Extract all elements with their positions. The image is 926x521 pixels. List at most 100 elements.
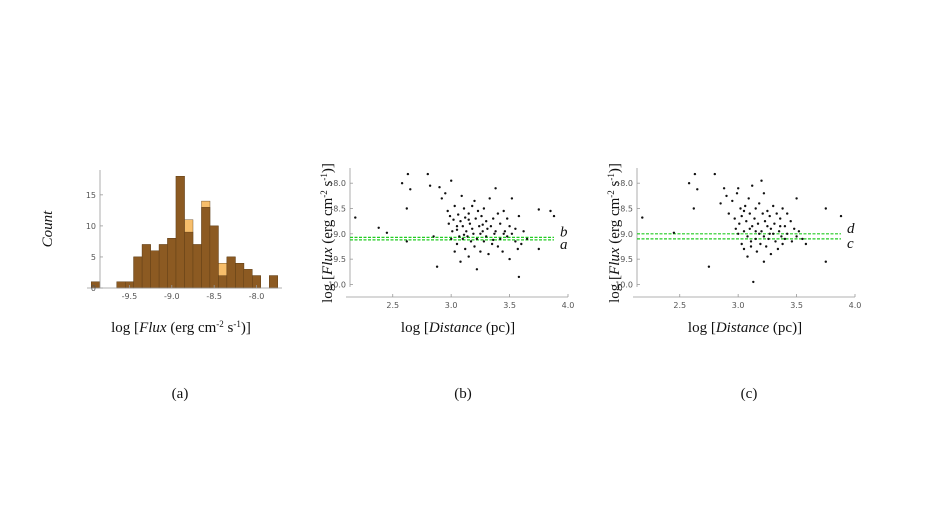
histogram-bar <box>201 207 211 289</box>
scatter-point <box>687 182 691 185</box>
y-tick-label: -9.0 <box>330 230 346 239</box>
scatter-point <box>485 220 488 223</box>
scatter-point <box>797 230 801 233</box>
scatter-point <box>696 188 699 191</box>
scatter-point <box>783 237 787 241</box>
y-tick-label: -9.0 <box>617 230 633 239</box>
label-superscript: -2 <box>606 190 616 198</box>
x-tick-label: 2.5 <box>386 301 399 310</box>
label-part: log [ <box>688 320 716 336</box>
scatter-point <box>467 255 470 258</box>
x-tick-label: 4.0 <box>562 301 575 310</box>
label-part: (pc)] <box>769 320 802 336</box>
scatter-point <box>824 260 827 263</box>
label-superscript: -1 <box>319 173 329 181</box>
scatter-point <box>472 232 475 235</box>
x-tick-label: -8.5 <box>206 292 222 301</box>
scatter-point <box>734 227 737 230</box>
scatter-point <box>502 232 505 235</box>
histogram-bar <box>218 275 228 289</box>
scatter-point <box>759 242 762 246</box>
x-axis-label: log [Flux (erg cm-2 s-1)] <box>111 319 251 336</box>
scatter-point <box>453 250 456 253</box>
label-part: (erg cm <box>167 320 217 336</box>
y-tick-label: 10 <box>86 222 96 231</box>
y-tick-label: -10.0 <box>325 280 346 289</box>
histogram-bar <box>167 238 177 289</box>
scatter-point <box>458 235 461 238</box>
scatter-point <box>409 188 412 191</box>
label-italic: Distance <box>715 320 770 336</box>
x-tick-label: 3.0 <box>445 301 458 310</box>
scatter-point <box>455 228 459 231</box>
scatter-point <box>737 187 740 190</box>
scatter-point <box>552 214 556 218</box>
scatter-point <box>719 202 722 205</box>
scatter-point <box>693 172 697 176</box>
scatter-point <box>713 172 716 176</box>
scatter-point <box>765 245 768 248</box>
scatter-point <box>781 207 784 210</box>
scatter-point <box>776 247 780 251</box>
histogram-bar <box>133 256 143 289</box>
scatter-point <box>479 232 482 235</box>
scatter-point <box>467 218 470 221</box>
x-tick-label: -8.0 <box>249 292 265 301</box>
scatter-point <box>777 230 781 233</box>
threshold-line-label: a <box>560 237 568 253</box>
scatter-point <box>753 217 756 220</box>
histogram-bar <box>184 231 194 289</box>
scatter-point <box>780 235 783 238</box>
scatter-point <box>733 217 736 220</box>
panel-label: (c) <box>741 386 758 402</box>
scatter-point <box>499 222 502 225</box>
scatter-point <box>506 217 509 220</box>
chart-panel-3: -8.0 -8.5 -9.0 -9.5 -10.0 2.5 3.0 3.5 4.0 dc log [… <box>606 163 861 402</box>
scatter-point <box>755 250 759 253</box>
histogram-bar <box>150 250 160 289</box>
label-italic: Distance <box>428 320 483 336</box>
scatter-point <box>435 265 439 268</box>
scatter-point <box>749 240 753 243</box>
scatter-point <box>641 216 644 219</box>
label-superscript: -2 <box>216 319 224 329</box>
scatter-point <box>486 227 489 230</box>
scatter-point <box>756 222 760 225</box>
label-part: (erg cm <box>320 197 336 247</box>
label-part: log [ <box>607 275 623 303</box>
scatter-point <box>537 247 540 251</box>
scatter-point <box>481 223 484 226</box>
scatter-point <box>761 212 764 215</box>
label-part: log [ <box>320 275 336 303</box>
scatter-point <box>748 227 751 230</box>
scatter-point <box>739 207 742 210</box>
panel-label: (a) <box>172 386 189 402</box>
label-part: log [ <box>111 320 139 336</box>
scatter-point <box>762 235 766 238</box>
scatter-point <box>747 197 750 200</box>
label-part: log [ <box>401 320 429 336</box>
scatter-point <box>766 209 769 213</box>
scatter-point <box>426 172 429 176</box>
label-part: (pc)] <box>482 320 515 336</box>
histogram-bar <box>175 175 185 289</box>
scatter-point <box>790 240 794 243</box>
scatter-point <box>751 225 754 228</box>
histogram-bar <box>226 256 236 289</box>
scatter-point <box>480 214 483 218</box>
scatter-point <box>781 242 784 246</box>
label-part: )] <box>241 320 251 336</box>
scatter-point <box>763 220 767 223</box>
scatter-point <box>738 222 741 225</box>
scatter-point <box>744 204 747 208</box>
scatter-point <box>354 216 357 219</box>
scatter-point <box>447 222 450 225</box>
scatter-point <box>489 225 493 228</box>
scatter-point <box>786 212 789 215</box>
x-tick-label: 3.5 <box>790 301 803 310</box>
scatter-point <box>462 233 466 236</box>
scatter-point <box>440 197 443 200</box>
histogram-bar <box>158 244 168 289</box>
label-superscript: -1 <box>233 319 241 329</box>
scatter-point <box>464 247 467 251</box>
